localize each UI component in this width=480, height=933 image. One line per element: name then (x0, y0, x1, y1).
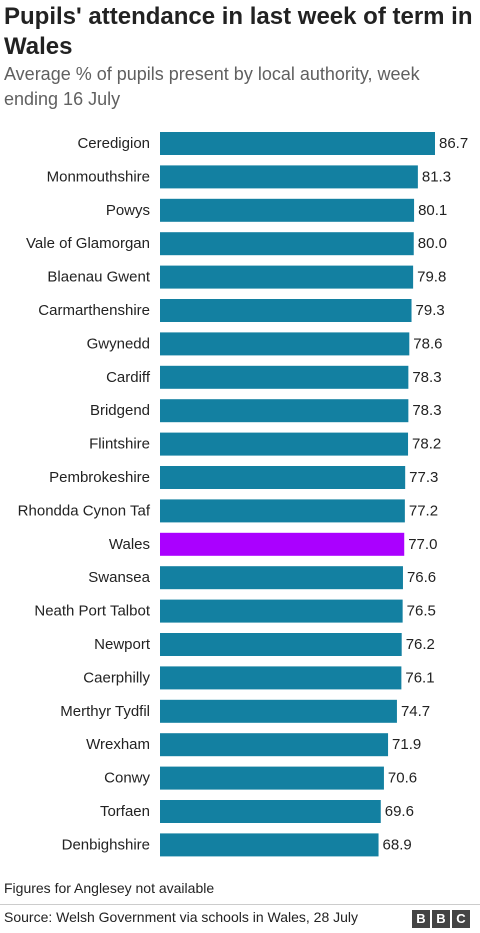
value-label: 78.3 (412, 402, 441, 419)
footnote: Figures for Anglesey not available (4, 880, 215, 896)
value-label: 78.3 (412, 369, 441, 386)
category-label: Neath Port Talbot (34, 603, 150, 620)
category-label: Merthyr Tydfil (60, 703, 150, 720)
bar (160, 800, 381, 823)
category-label: Torfaen (100, 803, 150, 820)
source-text: Source: Welsh Government via schools in … (4, 909, 359, 925)
category-label: Wrexham (86, 736, 150, 753)
value-label: 74.7 (401, 703, 430, 720)
value-label: 78.6 (413, 335, 442, 352)
value-label: 70.6 (388, 770, 417, 787)
value-label: 76.2 (406, 636, 435, 653)
value-label: 79.3 (416, 302, 445, 319)
category-label: Pembrokeshire (49, 469, 150, 486)
value-label: 80.1 (418, 202, 447, 219)
category-label: Swansea (88, 569, 150, 586)
value-label: 77.0 (408, 536, 437, 553)
bar (160, 566, 403, 590)
value-label: 68.9 (383, 836, 412, 853)
bar (160, 599, 403, 623)
category-label: Wales (109, 536, 150, 553)
category-label: Powys (106, 202, 150, 219)
value-label: 78.2 (412, 436, 441, 453)
bar (160, 399, 409, 423)
category-label: Vale of Glamorgan (26, 235, 150, 252)
category-label: Newport (94, 636, 151, 653)
value-label: 69.6 (385, 803, 414, 820)
bar (160, 332, 410, 356)
logo-letter: B (432, 910, 450, 928)
value-label: 79.8 (417, 269, 446, 286)
bbc-logo: B B C (412, 910, 470, 928)
category-label: Blaenau Gwent (47, 269, 150, 286)
bar (160, 666, 402, 690)
bar (160, 232, 414, 256)
source-divider (0, 904, 480, 905)
logo-letter: B (412, 910, 430, 928)
value-label: 76.1 (405, 669, 434, 686)
category-label: Conwy (104, 770, 150, 787)
bar (160, 499, 405, 523)
category-label: Cardiff (106, 369, 151, 386)
bar (160, 132, 435, 155)
bar-chart: Ceredigion 86.7 Monmouthshire 81.3 Powys 80.1… (18, 132, 468, 857)
value-label: 80.0 (418, 235, 447, 252)
category-label: Flintshire (89, 436, 150, 453)
bar (160, 432, 409, 456)
value-label: 76.5 (407, 603, 436, 620)
bar (160, 466, 406, 489)
category-label: Ceredigion (77, 135, 150, 152)
bar (160, 165, 418, 189)
chart-subtitle: Average % of pupils present by local aut… (4, 64, 420, 109)
category-label: Gwynedd (87, 335, 150, 352)
category-label: Carmarthenshire (38, 302, 150, 319)
bar (160, 766, 384, 790)
logo-letter: C (452, 910, 470, 928)
bar (160, 633, 402, 656)
value-label: 86.7 (439, 135, 468, 152)
bar (160, 699, 397, 723)
category-label: Caerphilly (83, 669, 150, 686)
bar (160, 733, 389, 757)
highlight-bar (160, 532, 405, 556)
value-label: 81.3 (422, 168, 451, 185)
chart-title: Pupils' attendance in last week of term … (4, 3, 473, 60)
bar (160, 265, 414, 289)
bar (160, 833, 379, 857)
bar (160, 365, 409, 389)
value-label: 71.9 (392, 736, 421, 753)
value-label: 76.6 (407, 569, 436, 586)
bar (160, 299, 412, 322)
category-label: Denbighshire (62, 836, 150, 853)
category-label: Monmouthshire (47, 168, 150, 185)
value-label: 77.3 (409, 469, 438, 486)
bar (160, 198, 415, 222)
category-label: Rhondda Cynon Taf (18, 502, 151, 519)
value-label: 77.2 (409, 502, 438, 519)
category-label: Bridgend (90, 402, 150, 419)
